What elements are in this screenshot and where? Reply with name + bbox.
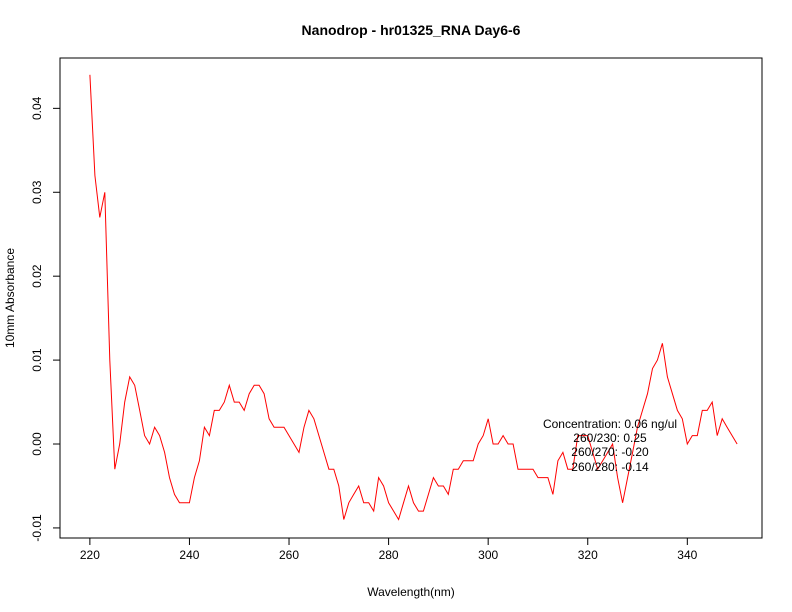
y-tick-label: 0.01 xyxy=(30,348,44,372)
y-tick-label: 0.03 xyxy=(30,180,44,204)
x-tick-label: 220 xyxy=(80,548,100,562)
x-tick-label: 300 xyxy=(478,548,498,562)
x-tick-label: 320 xyxy=(578,548,598,562)
x-tick-label: 340 xyxy=(677,548,697,562)
annotation-260-270: 260/270: -0.20 xyxy=(571,445,649,459)
y-axis-label: 10mm Absorbance xyxy=(3,248,17,348)
annotation-260-280: 260/280: -0.14 xyxy=(571,460,649,474)
annotation-concentration: Concentration: 0.06 ng/ul xyxy=(543,417,677,431)
annotation-260-230: 260/230: 0.25 xyxy=(573,431,647,445)
absorbance-line xyxy=(89,74,738,521)
y-tick-label: -0.01 xyxy=(30,514,44,542)
y-tick-label: 0.00 xyxy=(30,432,44,456)
x-tick-label: 240 xyxy=(179,548,199,562)
x-tick-label: 280 xyxy=(379,548,399,562)
x-tick-label: 260 xyxy=(279,548,299,562)
plot-frame xyxy=(59,57,763,539)
y-tick-label: 0.02 xyxy=(30,264,44,288)
y-tick-label: 0.04 xyxy=(30,96,44,120)
chart-title: Nanodrop - hr01325_RNA Day6-6 xyxy=(302,22,521,38)
x-axis-label: Wavelength(nm) xyxy=(367,585,455,599)
